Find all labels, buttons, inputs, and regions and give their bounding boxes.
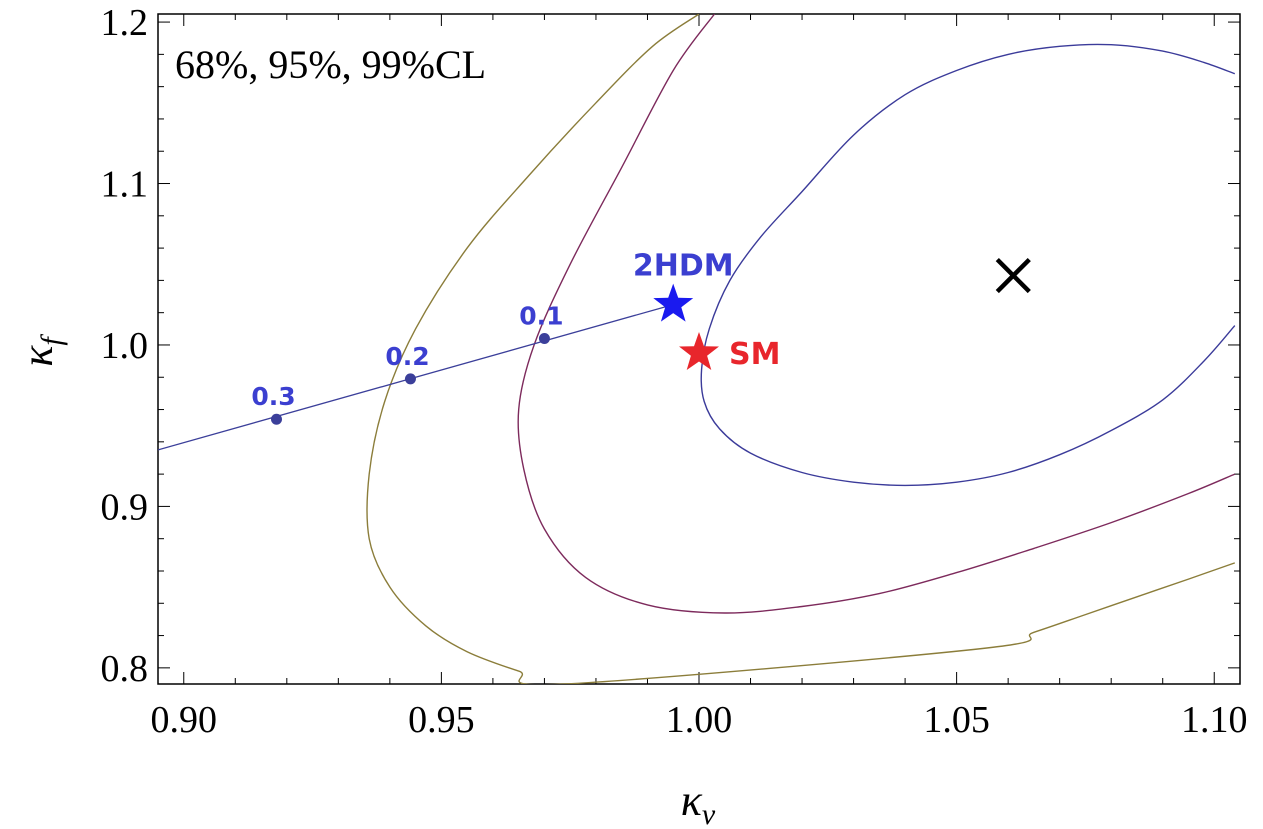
y-tick-label: 0.9 bbox=[101, 486, 149, 528]
x-tick-label: 1.05 bbox=[923, 699, 990, 741]
contour-68-cl bbox=[700, 43, 1236, 487]
tanbeta-point-label: 0.1 bbox=[519, 302, 563, 331]
contour-95-cl bbox=[517, 14, 1236, 614]
tanbeta-point bbox=[271, 413, 283, 425]
contour-99-cl bbox=[366, 14, 1236, 684]
axis-ticks bbox=[158, 14, 1240, 684]
y-tick-label: 1.1 bbox=[101, 164, 149, 206]
y-axis-title: κf bbox=[13, 334, 68, 367]
2hdm-star-marker bbox=[653, 283, 694, 322]
axis-tick-labels: 0.90 0.95 1.00 1.05 1.10 0.8 0.9 1.0 1.1 1.2 bbox=[101, 2, 1248, 741]
point-markers: 2HDM SM bbox=[633, 249, 1031, 372]
best-fit-cross-marker bbox=[995, 257, 1031, 294]
sm-star-marker bbox=[679, 332, 719, 370]
tanbeta-point bbox=[404, 373, 416, 385]
best-fit-cross-stroke bbox=[995, 257, 1031, 294]
tanbeta-point bbox=[538, 333, 550, 345]
x-tick-label: 0.90 bbox=[151, 699, 218, 741]
confidence-level-annotation: 68%, 95%, 99%CL bbox=[175, 42, 486, 87]
y-tick-label: 1.2 bbox=[101, 2, 149, 44]
x-tick-label: 0.95 bbox=[408, 699, 475, 741]
sm-label: SM bbox=[729, 337, 780, 372]
tanbeta-point-label: 0.3 bbox=[251, 382, 295, 411]
tanbeta-line-group: 0.1 0.2 0.3 bbox=[158, 302, 674, 451]
y-tick-label: 0.8 bbox=[101, 648, 149, 690]
x-axis-title: κv bbox=[681, 776, 716, 829]
y-tick-label: 1.0 bbox=[101, 325, 149, 367]
x-tick-label: 1.00 bbox=[666, 699, 733, 741]
confidence-contours bbox=[366, 14, 1236, 684]
x-tick-label: 1.10 bbox=[1181, 699, 1248, 741]
tanbeta-point-label: 0.2 bbox=[385, 342, 429, 371]
2hdm-label: 2HDM bbox=[633, 249, 734, 284]
